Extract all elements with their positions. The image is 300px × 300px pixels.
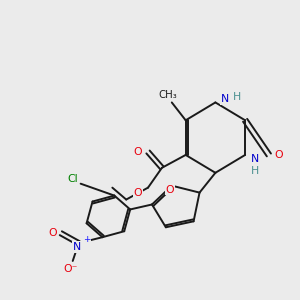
Text: CH₃: CH₃ <box>158 89 177 100</box>
Text: N: N <box>251 154 259 164</box>
Text: Cl: Cl <box>68 174 78 184</box>
Text: O: O <box>134 147 142 157</box>
Text: O: O <box>274 150 283 160</box>
Text: H: H <box>251 166 259 176</box>
Text: O: O <box>134 188 142 198</box>
Text: N: N <box>221 94 230 104</box>
Text: O: O <box>166 184 174 195</box>
Text: N: N <box>73 242 81 252</box>
Text: O: O <box>49 228 57 238</box>
Text: +: + <box>83 235 90 244</box>
Text: O⁻: O⁻ <box>64 264 78 274</box>
Text: H: H <box>233 92 241 103</box>
